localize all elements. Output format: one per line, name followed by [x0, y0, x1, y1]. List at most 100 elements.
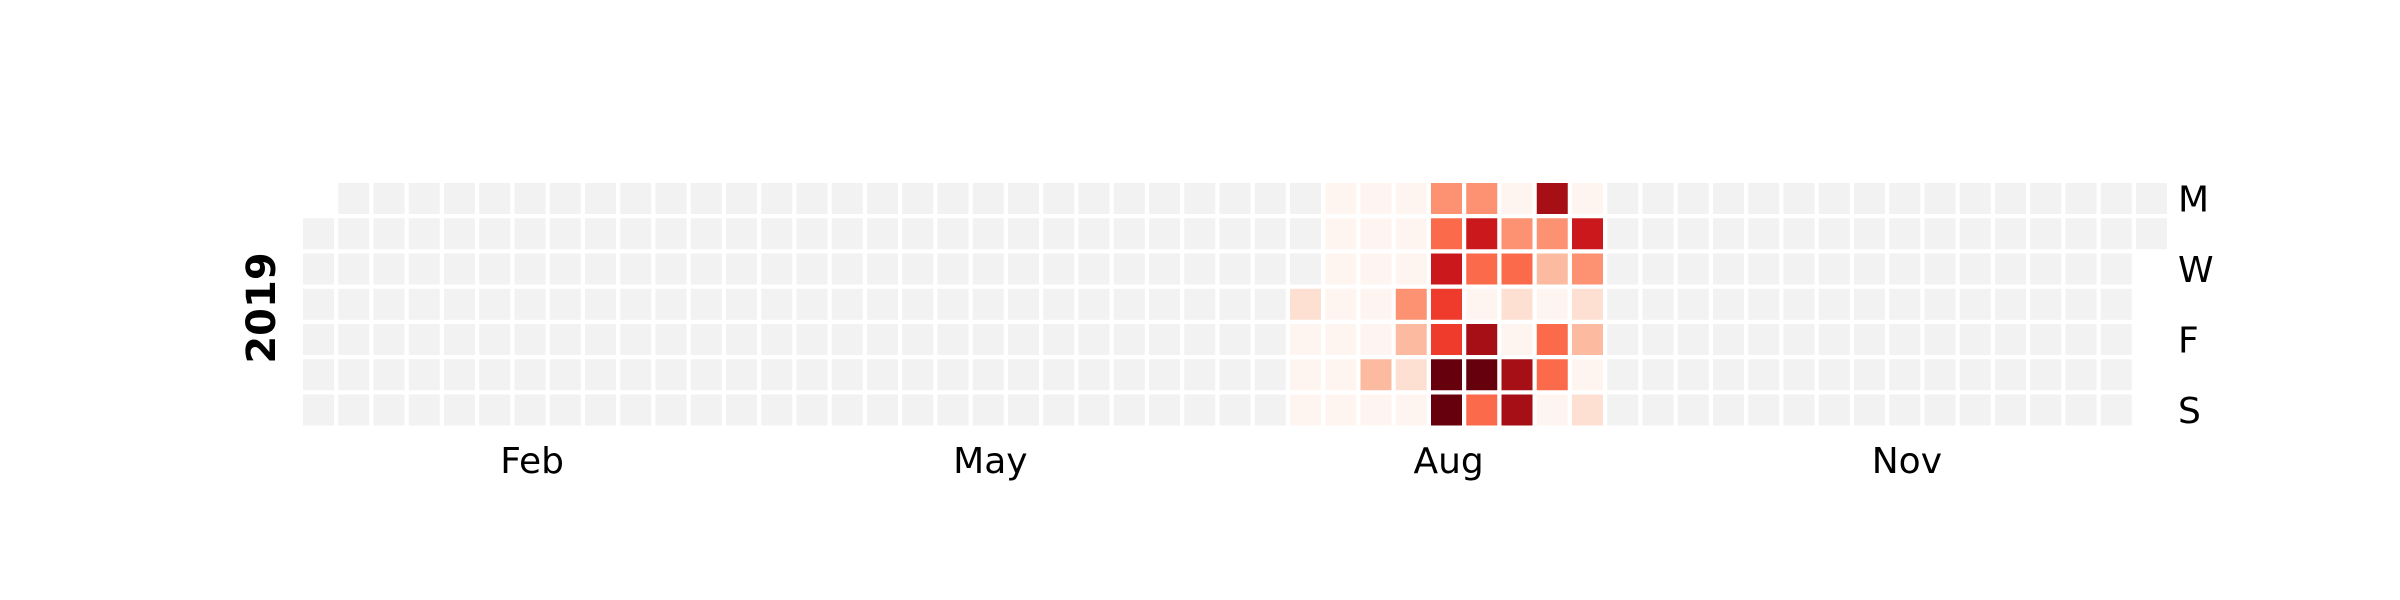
- heatmap-cell: [1572, 183, 1603, 214]
- heatmap-cell: [726, 324, 757, 355]
- heatmap-cell: [479, 218, 511, 250]
- heatmap-cell: [1325, 324, 1357, 355]
- heatmap-cell: [1995, 359, 2026, 391]
- heatmap-cell: [1572, 324, 1603, 355]
- heatmap-cell: [1783, 253, 1815, 285]
- heatmap-cell: [796, 359, 828, 391]
- heatmap-cell: [1995, 218, 2026, 250]
- heatmap-cell: [585, 394, 616, 426]
- heatmap-cell: [1713, 324, 1744, 355]
- heatmap-cell: [1818, 218, 1850, 250]
- heatmap-cell: [444, 253, 475, 285]
- heatmap-cell: [796, 218, 828, 250]
- heatmap-cell: [1254, 324, 1286, 355]
- heatmap-cell: [1431, 288, 1462, 320]
- heatmap-cell: [1290, 253, 1321, 285]
- heatmap-cell: [902, 324, 934, 355]
- heatmap-cell: [1113, 253, 1145, 285]
- heatmap-cell: [1959, 394, 1991, 426]
- weekday-label: M: [2178, 180, 2209, 221]
- heatmap-cell: [655, 324, 687, 355]
- heatmap-cell: [514, 359, 546, 391]
- heatmap-cell: [1854, 253, 1885, 285]
- heatmap-cell: [1078, 183, 1110, 214]
- heatmap-cell: [1219, 394, 1251, 426]
- heatmap-cell: [2030, 288, 2062, 320]
- heatmap-cell: [655, 288, 687, 320]
- heatmap-cell: [514, 253, 546, 285]
- weekday-label: F: [2178, 321, 2199, 362]
- heatmap-cell: [408, 324, 440, 355]
- heatmap-cell: [479, 183, 511, 214]
- heatmap-cell: [1008, 183, 1039, 214]
- heatmap-cell: [2065, 324, 2097, 355]
- heatmap-cell: [1889, 183, 1921, 214]
- heatmap-cell: [1325, 183, 1357, 214]
- heatmap-cell: [902, 288, 934, 320]
- heatmap-cell: [585, 253, 616, 285]
- heatmap-cell: [1466, 218, 1498, 250]
- heatmap-cell: [1113, 359, 1145, 391]
- heatmap-cell: [831, 288, 863, 320]
- heatmap-cell: [1501, 218, 1533, 250]
- heatmap-cell: [1254, 359, 1286, 391]
- heatmap-cell: [937, 394, 969, 426]
- heatmap-cell: [373, 359, 405, 391]
- heatmap-cell: [1219, 288, 1251, 320]
- heatmap-cell: [902, 183, 934, 214]
- heatmap-cell: [338, 324, 370, 355]
- heatmap-cell: [1713, 253, 1744, 285]
- heatmap-cell: [408, 288, 440, 320]
- heatmap-cell: [338, 183, 370, 214]
- heatmap-cell: [444, 183, 475, 214]
- heatmap-cell: [1466, 359, 1498, 391]
- heatmap-cell: [1783, 394, 1815, 426]
- heatmap-cell: [1325, 359, 1357, 391]
- heatmap-cell: [338, 288, 370, 320]
- heatmap-cell: [972, 288, 1004, 320]
- heatmap-cell: [620, 324, 652, 355]
- heatmap-cell: [338, 253, 370, 285]
- heatmap-cell: [1924, 394, 1956, 426]
- heatmap-cell: [1113, 218, 1145, 250]
- heatmap-cell: [1572, 394, 1603, 426]
- heatmap-cell: [585, 324, 616, 355]
- heatmap-cell: [937, 359, 969, 391]
- weekday-label: W: [2178, 250, 2214, 291]
- heatmap-cell: [1818, 183, 1850, 214]
- heatmap-cell: [1290, 183, 1321, 214]
- heatmap-cell: [1395, 288, 1427, 320]
- heatmap-cell: [1748, 394, 1780, 426]
- heatmap-cell: [1184, 324, 1216, 355]
- heatmap-cell: [1677, 324, 1709, 355]
- heatmap-cell: [1008, 253, 1039, 285]
- heatmap-cell: [479, 359, 511, 391]
- heatmap-cell: [1360, 394, 1392, 426]
- heatmap-cell: [1995, 324, 2026, 355]
- heatmap-cell: [1924, 324, 1956, 355]
- heatmap-cell: [902, 218, 934, 250]
- heatmap-cell: [408, 394, 440, 426]
- heatmap-cell: [514, 288, 546, 320]
- heatmap-cell: [2136, 183, 2167, 214]
- heatmap-cell: [1360, 288, 1392, 320]
- heatmap-cell: [902, 394, 934, 426]
- heatmap-cell: [1959, 288, 1991, 320]
- heatmap-cell: [1748, 324, 1780, 355]
- heatmap-cells: [303, 183, 2167, 426]
- heatmap-cell: [1043, 288, 1075, 320]
- heatmap-cell: [1748, 218, 1780, 250]
- heatmap-cell: [479, 253, 511, 285]
- heatmap-cell: [1642, 359, 1674, 391]
- heatmap-cell: [1360, 183, 1392, 214]
- heatmap-cell: [1995, 183, 2026, 214]
- heatmap-cell: [514, 324, 546, 355]
- heatmap-cell: [1325, 394, 1357, 426]
- heatmap-cell: [585, 218, 616, 250]
- heatmap-cell: [726, 218, 757, 250]
- heatmap-cell: [1360, 218, 1392, 250]
- heatmap-cell: [1854, 183, 1885, 214]
- heatmap-cell: [620, 359, 652, 391]
- heatmap-cell: [2030, 183, 2062, 214]
